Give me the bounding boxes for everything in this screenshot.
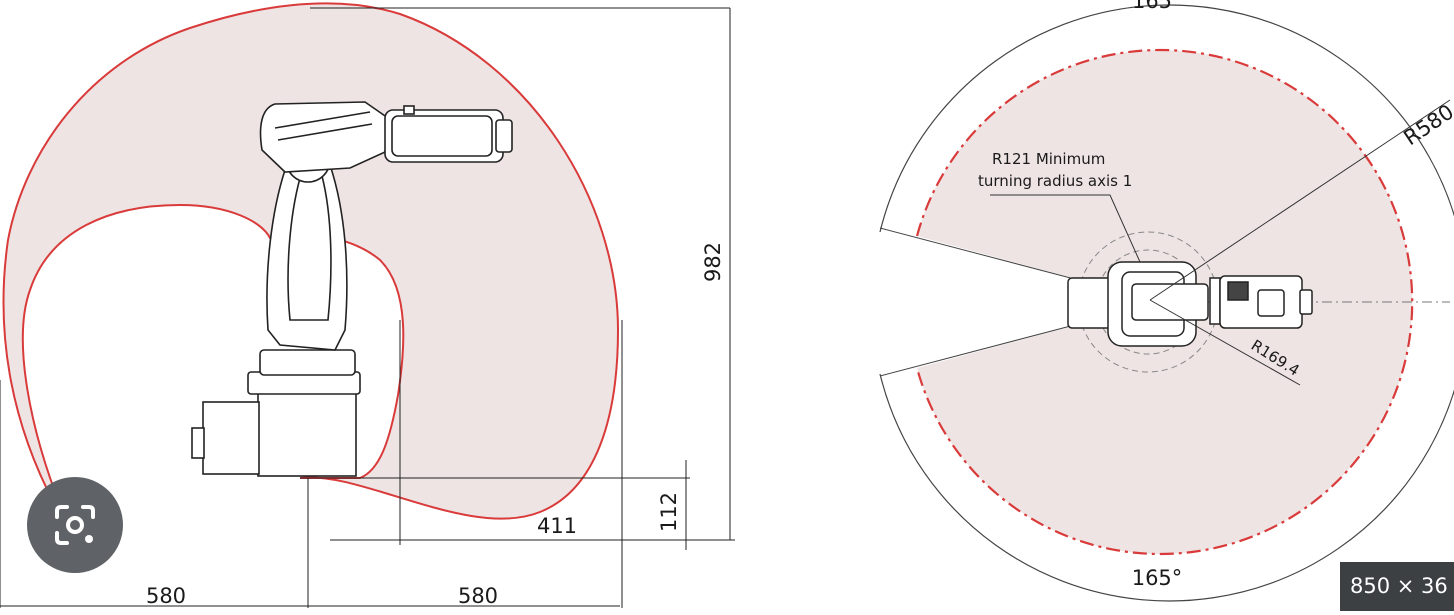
robot-base-connector bbox=[202, 401, 260, 475]
image-size-badge: 850 × 36 bbox=[1340, 562, 1454, 611]
top-workspace-boundary bbox=[915, 48, 1414, 556]
robot-upper-arm bbox=[259, 101, 389, 173]
robot-base bbox=[257, 391, 357, 477]
top-view: 165 165° R580 R169.4 R121 Minimum turnin… bbox=[879, 0, 1454, 602]
robot-lower-arm bbox=[266, 164, 348, 351]
dim-right-reach-label: 580 bbox=[458, 584, 498, 608]
lens-search-button[interactable] bbox=[27, 477, 123, 573]
robot-top bbox=[1067, 261, 1313, 347]
side-view: 982 112 411 580 580 bbox=[0, 2, 735, 608]
turning-note-line1: R121 Minimum bbox=[992, 150, 1105, 168]
robot-side bbox=[191, 101, 513, 477]
outer-angle-arc bbox=[879, 4, 1454, 602]
turning-note-line2: turning radius axis 1 bbox=[978, 172, 1132, 190]
angle-top-label: 165 bbox=[1132, 0, 1172, 13]
dim-inner-reach-label: 411 bbox=[537, 514, 577, 538]
dim-left-reach-label: 580 bbox=[146, 584, 186, 608]
lens-search-icon bbox=[55, 505, 95, 545]
dim-height-label: 982 bbox=[701, 242, 725, 282]
side-dimensions bbox=[0, 7, 735, 608]
dim-base-label: 112 bbox=[657, 492, 681, 532]
angle-bottom-label: 165° bbox=[1132, 566, 1183, 590]
radius-outer-label: R580 bbox=[1399, 100, 1454, 150]
